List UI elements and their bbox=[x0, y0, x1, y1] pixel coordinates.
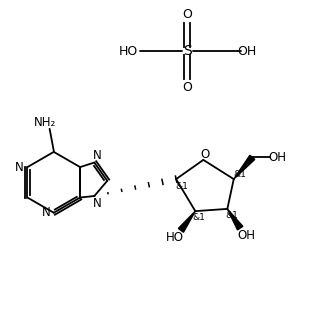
Text: O: O bbox=[182, 8, 192, 21]
Text: HO: HO bbox=[166, 231, 184, 244]
Text: &1: &1 bbox=[192, 213, 205, 222]
Text: O: O bbox=[182, 81, 192, 94]
Polygon shape bbox=[178, 211, 195, 232]
Text: OH: OH bbox=[268, 151, 286, 164]
Text: OH: OH bbox=[237, 229, 255, 242]
Text: &1: &1 bbox=[175, 182, 188, 191]
Text: OH: OH bbox=[237, 45, 256, 57]
Text: HO: HO bbox=[119, 45, 138, 57]
Text: N: N bbox=[15, 161, 24, 173]
Polygon shape bbox=[234, 155, 255, 179]
Text: N: N bbox=[93, 149, 101, 162]
Text: &1: &1 bbox=[226, 211, 238, 220]
Text: N: N bbox=[41, 206, 50, 219]
Text: S: S bbox=[183, 44, 192, 58]
Text: &1: &1 bbox=[234, 170, 247, 179]
Text: N: N bbox=[93, 197, 101, 210]
Text: NH₂: NH₂ bbox=[34, 116, 56, 129]
Text: O: O bbox=[200, 148, 209, 161]
Polygon shape bbox=[227, 209, 243, 230]
